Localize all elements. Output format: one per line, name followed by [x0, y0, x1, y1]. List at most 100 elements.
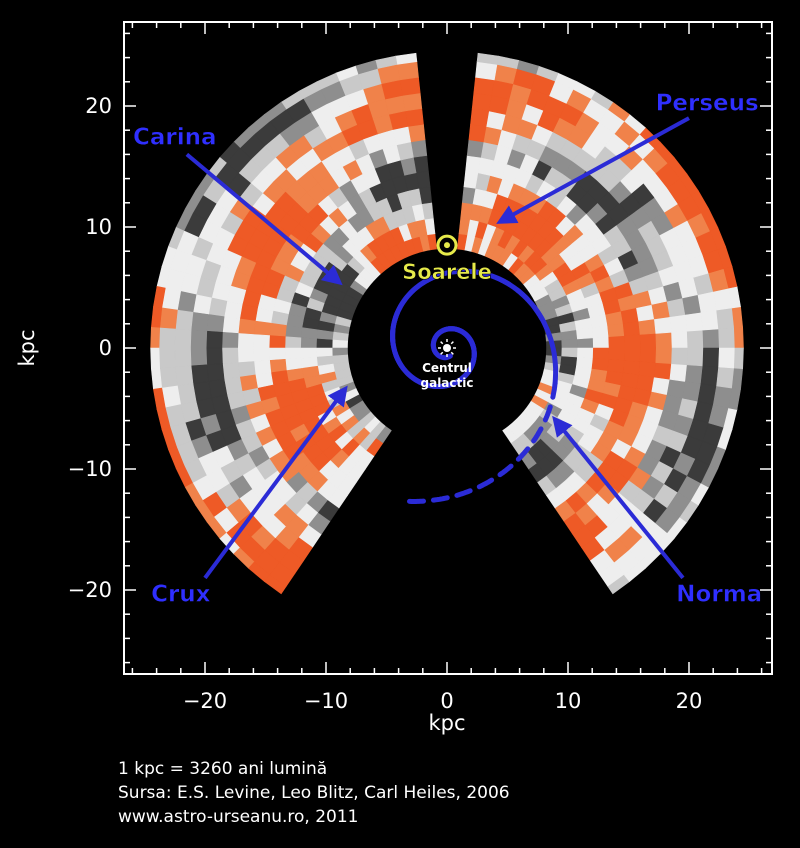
density-cell — [624, 347, 641, 362]
density-cell — [468, 123, 487, 143]
x-tick-label: −10 — [304, 689, 348, 713]
y-tick-label: 0 — [99, 336, 112, 360]
density-cell — [686, 329, 704, 349]
density-cell — [651, 376, 671, 396]
density-cell — [300, 347, 317, 359]
density-cell — [331, 339, 349, 349]
density-cell — [237, 333, 255, 349]
center-label-line1: Centrul — [422, 361, 472, 375]
density-cell — [653, 316, 672, 334]
density-cell — [653, 362, 672, 380]
density-cell — [221, 331, 239, 349]
density-cell — [253, 320, 272, 336]
density-cell — [639, 347, 657, 363]
density-cell — [158, 347, 176, 369]
density-cell — [175, 365, 194, 387]
density-cell — [733, 347, 744, 370]
density-cell — [685, 364, 704, 385]
center-ray — [440, 351, 444, 355]
density-cell — [237, 347, 255, 363]
center-ray — [450, 351, 454, 355]
density-cell — [174, 347, 192, 368]
density-cell — [190, 364, 209, 385]
spiral-arms — [390, 268, 559, 504]
density-cell — [466, 139, 484, 158]
density-cell — [576, 356, 594, 369]
y-tick-label: −10 — [68, 457, 112, 481]
center-ray — [440, 341, 444, 345]
density-cell — [716, 366, 735, 389]
arm-arrow-carina — [185, 152, 343, 286]
density-cell — [470, 108, 490, 127]
density-cell — [655, 347, 673, 365]
density-cell — [655, 331, 673, 349]
y-axis-title: kpc — [15, 329, 39, 366]
arm-curve — [430, 326, 476, 361]
arm-curve — [424, 268, 547, 326]
x-tick-label: 20 — [676, 689, 703, 713]
density-cell — [208, 297, 228, 318]
density-cell — [174, 328, 192, 349]
density-cell — [253, 334, 270, 349]
density-cell — [159, 366, 178, 389]
density-cell — [475, 61, 498, 81]
density-cell — [561, 338, 579, 349]
density-cell — [577, 337, 594, 349]
density-cell — [205, 347, 223, 366]
density-cell — [608, 335, 626, 349]
density-cell — [158, 327, 176, 349]
density-cell — [561, 347, 579, 358]
density-cell — [237, 318, 256, 335]
density-map — [150, 52, 744, 595]
density-cell — [592, 336, 610, 349]
density-cell — [638, 318, 657, 335]
density-cell — [190, 347, 208, 367]
arm-label-perseus: Perseus — [656, 90, 759, 116]
density-cell — [206, 314, 225, 333]
density-cell — [404, 108, 424, 127]
density-cell — [150, 326, 161, 349]
density-cell — [669, 363, 688, 382]
arm-label-norma: Norma — [676, 582, 762, 608]
density-cell — [223, 300, 243, 320]
density-cell — [206, 363, 225, 382]
density-cell — [733, 326, 744, 349]
density-cell — [731, 367, 744, 390]
density-cell — [471, 92, 492, 112]
center-ray — [450, 341, 454, 345]
density-cell — [284, 325, 303, 339]
density-cell — [190, 311, 209, 332]
density-cell — [666, 378, 686, 399]
y-tick-label: 20 — [85, 94, 112, 118]
arm-label-carina: Carina — [133, 124, 217, 150]
sun-ring — [436, 234, 458, 256]
density-cell — [268, 347, 286, 361]
galactic-center-icon — [438, 339, 456, 357]
density-cell — [718, 327, 736, 349]
density-cell — [700, 365, 719, 387]
density-cell — [190, 329, 208, 349]
density-cell — [718, 347, 736, 369]
density-cell — [402, 92, 423, 112]
density-cell — [300, 337, 317, 349]
density-cell — [150, 306, 163, 329]
y-tick-label: −20 — [68, 578, 112, 602]
x-tick-label: 0 — [440, 689, 453, 713]
density-cell — [638, 361, 657, 378]
density-cell — [671, 347, 689, 366]
density-cell — [300, 327, 318, 340]
density-cell — [463, 170, 479, 189]
center-label-line2: galactic — [421, 376, 474, 390]
density-cell — [269, 322, 287, 338]
density-cell — [685, 311, 704, 332]
x-tick-label: −20 — [183, 689, 227, 713]
density-cell — [700, 309, 719, 331]
density-cell — [221, 347, 239, 365]
density-cell — [175, 309, 194, 331]
density-cell — [591, 357, 610, 371]
density-cell — [239, 304, 258, 322]
density-cell — [237, 361, 256, 378]
density-cell — [315, 347, 333, 358]
arm-curve — [406, 380, 558, 504]
